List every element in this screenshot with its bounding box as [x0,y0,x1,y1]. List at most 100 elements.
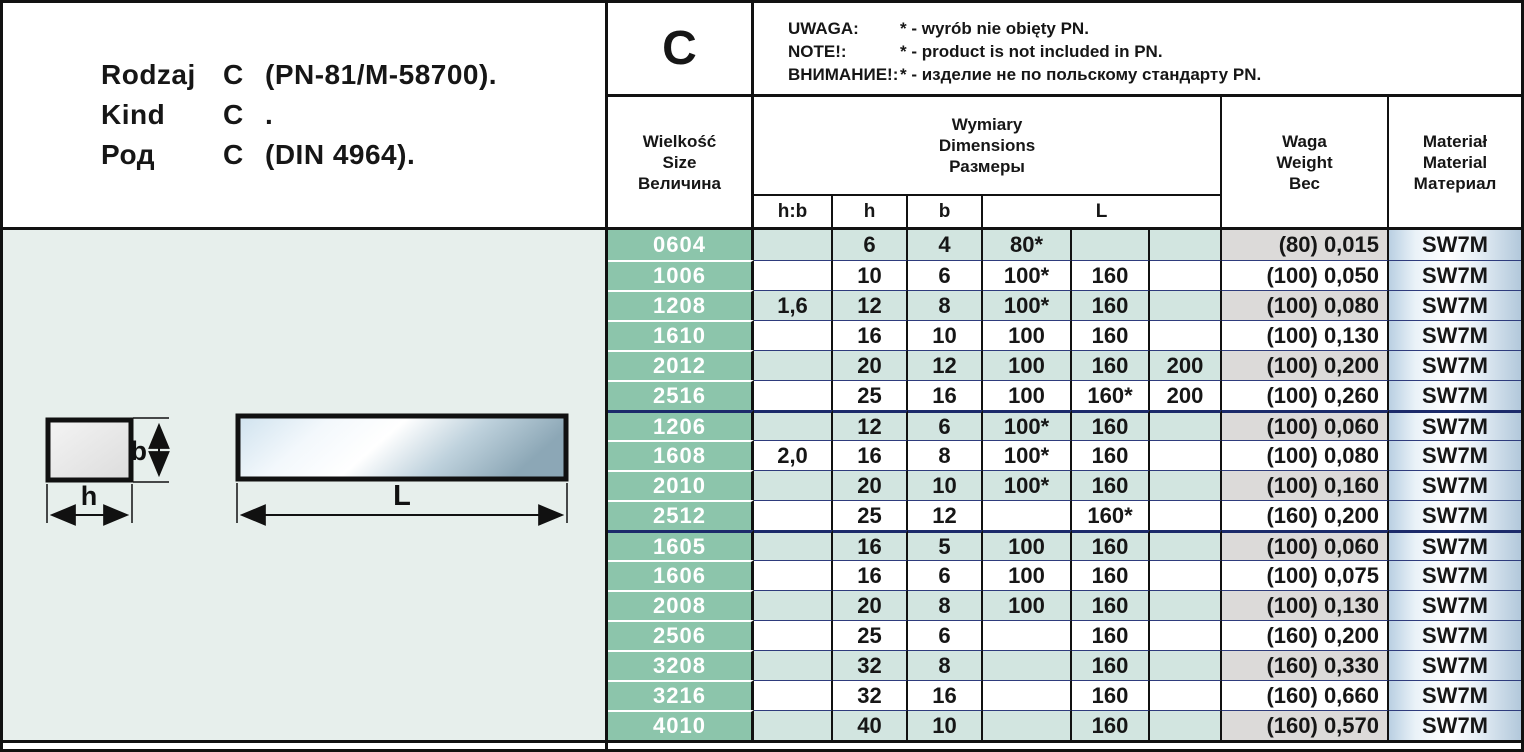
cell-material: SW7M [1389,590,1521,620]
cell-l1: 100 [983,350,1072,380]
cell-l2: 160 [1072,410,1150,440]
title-standard: (PN-81/M-58700). [265,59,498,90]
header-weight: Waga Weight Вес [1222,97,1389,227]
cell-hb [754,320,833,350]
header-size-ru: Величина [637,173,722,193]
cell-material: SW7M [1389,290,1521,320]
cell-hb: 1,6 [754,290,833,320]
cell-l2: 160* [1072,380,1150,410]
cell-h: 12 [833,290,908,320]
cell-l2: 160 [1072,350,1150,380]
table-row: 3216 32 16 160 (160) 0,660 SW7M [608,680,1521,710]
cell-hb [754,350,833,380]
cell-l2: 160* [1072,500,1150,530]
note-label: NOTE!: [788,42,847,61]
cell-size: 1208 [608,290,754,320]
note-label: ВНИМАНИЕ!: [788,65,899,84]
type-row: C UWAGA: * - wyrób nie obięty PN. NOTE!:… [608,3,1521,97]
cell-material: SW7M [1389,380,1521,410]
cell-weight: (100) 0,075 [1222,560,1389,590]
cell-size: 2008 [608,590,754,620]
cell-h: 20 [833,590,908,620]
cell-l2: 160 [1072,440,1150,470]
cell-h: 25 [833,620,908,650]
cell-b: 6 [908,410,983,440]
cell-hb [754,620,833,650]
cell-l2 [1072,230,1150,260]
cell-l2: 160 [1072,710,1150,740]
cell-l1 [983,500,1072,530]
table-row: 1206 12 6 100* 160 (100) 0,060 SW7M [608,410,1521,440]
diagram-panel: b h L [3,230,605,743]
header-dimensions: Wymiary Dimensions Размеры h:b h b L [754,97,1222,227]
table-row: 2008 20 8 100 160 (100) 0,130 SW7M [608,590,1521,620]
cell-l1: 100* [983,440,1072,470]
cell-b: 10 [908,320,983,350]
cell-h: 20 [833,350,908,380]
left-filler [3,743,605,749]
title-label: Род [101,139,155,170]
cell-h: 20 [833,470,908,500]
cell-l1: 100 [983,380,1072,410]
header-material: Materiał Material Материал [1389,97,1521,227]
cell-h: 16 [833,530,908,560]
cell-l3 [1150,470,1222,500]
note-text: * - wyrób nie obięty PN. [900,19,1089,38]
title-row-russian: Род C (DIN 4964). [101,135,605,175]
title-kind-letter: C [223,59,244,90]
cell-b: 6 [908,620,983,650]
cell-hb [754,410,833,440]
cell-material: SW7M [1389,470,1521,500]
dim-label-l: L [393,480,411,512]
left-panel: Rodzaj C (PN-81/M-58700). Kind C . Род C… [3,3,608,749]
cell-hb [754,530,833,560]
cell-l3 [1150,590,1222,620]
table-row: 1208 1,6 12 8 100* 160 (100) 0,080 SW7M [608,290,1521,320]
title-label: Rodzaj [101,59,196,90]
cell-h: 16 [833,560,908,590]
cell-l1 [983,620,1072,650]
cell-l1: 100* [983,410,1072,440]
cell-material: SW7M [1389,710,1521,740]
header-weight-pl: Waga [1282,131,1327,151]
cell-l2: 160 [1072,680,1150,710]
cell-size: 4010 [608,710,754,740]
cell-weight: (100) 0,200 [1222,350,1389,380]
notes: UWAGA: * - wyrób nie obięty PN. NOTE!: *… [754,3,1521,94]
header-weight-ru: Вес [1289,173,1320,193]
cell-weight: (160) 0,660 [1222,680,1389,710]
cell-h: 25 [833,380,908,410]
cell-l3 [1150,620,1222,650]
header-size-pl: Wielkość [642,131,717,151]
type-letter: C [608,3,754,94]
cell-material: SW7M [1389,320,1521,350]
cell-h: 12 [833,410,908,440]
cell-material: SW7M [1389,530,1521,560]
cell-b: 16 [908,680,983,710]
cell-material: SW7M [1389,350,1521,380]
title-row-polish: Rodzaj C (PN-81/M-58700). [101,55,605,95]
cell-size: 1605 [608,530,754,560]
cell-weight: (100) 0,130 [1222,320,1389,350]
header-b: b [908,196,983,227]
cell-hb [754,500,833,530]
cell-b: 10 [908,710,983,740]
cell-weight: (100) 0,080 [1222,440,1389,470]
cell-weight: (100) 0,130 [1222,590,1389,620]
cell-b: 6 [908,260,983,290]
cell-material: SW7M [1389,440,1521,470]
cell-material: SW7M [1389,620,1521,650]
table-row: 2516 25 16 100 160* 200 (100) 0,260 SW7M [608,380,1521,410]
header-size-en: Size [662,152,697,172]
table-row: 1606 16 6 100 160 (100) 0,075 SW7M [608,560,1521,590]
cell-material: SW7M [1389,410,1521,440]
cell-hb [754,380,833,410]
cell-weight: (160) 0,330 [1222,650,1389,680]
cell-l1: 100* [983,260,1072,290]
table-row: 0604 6 4 80* (80) 0,015 SW7M [608,230,1521,260]
cell-l1: 100 [983,560,1072,590]
cell-l3 [1150,680,1222,710]
dim-label-h: h [81,481,98,511]
cell-weight: (160) 0,570 [1222,710,1389,740]
note-row-english: NOTE!: * - product is not included in PN… [788,40,1521,63]
